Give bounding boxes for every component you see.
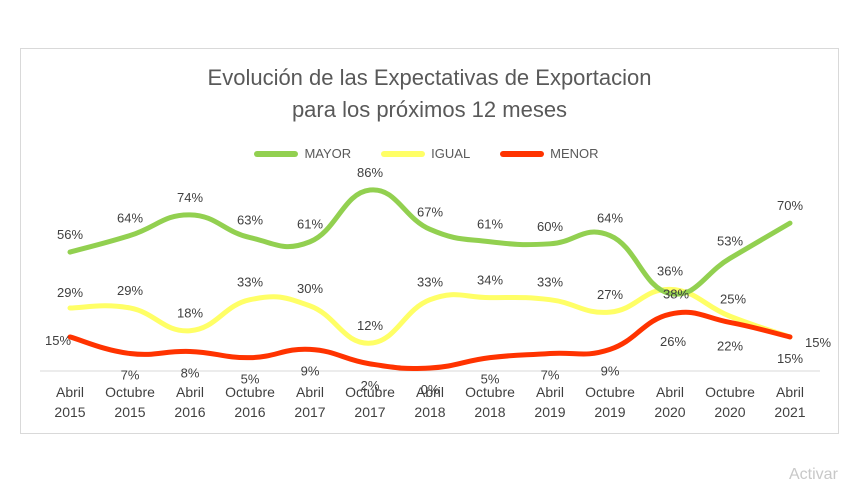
series-line-igual: [67, 286, 793, 346]
x-tick-label-line: 2017: [354, 404, 385, 420]
data-label-menor: 9%: [601, 363, 620, 378]
x-tick-label-line: 2020: [654, 404, 685, 420]
x-tick-label-line: Abril: [296, 384, 324, 400]
data-label-igual: 34%: [477, 273, 503, 288]
data-label-mayor: 63%: [237, 213, 263, 228]
data-label-igual: 15%: [777, 351, 803, 366]
series-line-menor: [67, 309, 793, 372]
data-label-igual: 29%: [57, 285, 83, 300]
data-label-igual: 29%: [117, 283, 143, 298]
chart-title: Evolución de las Expectativas de Exporta…: [20, 62, 839, 126]
data-label-menor: 5%: [481, 372, 500, 387]
data-label-menor: 22%: [717, 338, 743, 353]
data-label-mayor: 61%: [297, 217, 323, 232]
x-tick-label-line: Octubre: [585, 384, 635, 400]
x-tick-label-line: 2017: [294, 404, 325, 420]
data-label-menor: 9%: [301, 363, 320, 378]
x-tick-label-line: Octubre: [105, 384, 155, 400]
x-tick-label: Abril 2016: [174, 384, 205, 420]
data-label-menor: 5%: [241, 372, 260, 387]
x-tick-label-line: 2019: [534, 404, 565, 420]
data-label-mayor: 64%: [117, 211, 143, 226]
x-tick-label-line: 2020: [714, 404, 745, 420]
x-tick-label-line: Octubre: [465, 384, 515, 400]
legend-swatch-igual: [381, 150, 426, 157]
x-tick-label: Abril 2019: [534, 384, 565, 420]
data-label-igual: 38%: [663, 286, 689, 301]
data-label-igual: 33%: [537, 275, 563, 290]
data-label-menor: 8%: [181, 365, 200, 380]
activation-watermark: Activar: [789, 466, 838, 483]
data-label-menor: 26%: [660, 334, 686, 349]
x-tick-label-line: 2016: [234, 404, 265, 420]
data-label-igual: 25%: [720, 291, 746, 306]
data-label-mayor: 67%: [417, 204, 443, 219]
x-tick-label-line: Octubre: [705, 384, 755, 400]
data-label-mayor: 86%: [357, 165, 383, 180]
x-tick-label-line: 2015: [54, 404, 85, 420]
chart-legend: MAYOR IGUAL MENOR: [0, 146, 853, 161]
x-tick-label-line: Abril: [176, 384, 204, 400]
x-tick-label: Abril 2020: [654, 384, 685, 420]
x-tick-label: Abril 2017: [294, 384, 325, 420]
x-tick-label-line: Abril: [776, 384, 804, 400]
data-label-igual: 18%: [177, 306, 203, 321]
legend-swatch-mayor: [254, 150, 299, 157]
x-tick-label-line: 2018: [414, 404, 445, 420]
data-label-igual: 33%: [237, 275, 263, 290]
data-label-menor: 15%: [45, 333, 71, 348]
x-tick-label: Octubre 2016: [225, 384, 275, 420]
legend-item-menor: MENOR: [500, 146, 599, 161]
series-line-mayor: [67, 187, 793, 297]
x-tick-label-line: Abril: [536, 384, 564, 400]
data-label-menor: 7%: [541, 368, 560, 383]
data-label-mayor: 70%: [777, 198, 803, 213]
legend-label-igual: IGUAL: [431, 146, 471, 161]
data-label-menor: 2%: [361, 378, 380, 393]
data-label-mayor: 53%: [717, 233, 743, 248]
legend-item-igual: IGUAL: [381, 146, 470, 161]
x-tick-label-line: Abril: [656, 384, 684, 400]
x-tick-label: Octubre 2020: [705, 384, 755, 420]
data-label-igual: 30%: [297, 281, 323, 296]
x-tick-label-line: 2021: [774, 404, 805, 420]
data-label-igual: 33%: [417, 275, 443, 290]
x-tick-label-line: 2015: [114, 404, 145, 420]
data-label-mayor: 56%: [57, 227, 83, 242]
chart-title-line-1: Evolución de las Expectativas de Exporta…: [207, 65, 652, 90]
x-tick-label-line: Octubre: [225, 384, 275, 400]
x-tick-label: Octubre 2015: [105, 384, 155, 420]
x-tick-label-line: 2018: [474, 404, 505, 420]
data-label-mayor: 36%: [657, 263, 683, 278]
data-label-menor: 0%: [421, 382, 440, 397]
x-tick-label-line: Octubre: [345, 384, 395, 400]
data-label-menor: 7%: [121, 368, 140, 383]
x-tick-label-line: 2016: [174, 404, 205, 420]
data-label-mayor: 64%: [597, 211, 623, 226]
chart-title-line-2: para los próximos 12 meses: [291, 97, 568, 122]
data-label-igual: 27%: [597, 287, 623, 302]
x-tick-label: Abril 2015: [54, 384, 85, 420]
x-tick-label: Abril 2018: [414, 384, 445, 420]
data-label-igual: 12%: [357, 318, 383, 333]
legend-label-mayor: MAYOR: [304, 146, 352, 161]
x-tick-label: Octubre 2017: [345, 384, 395, 420]
data-label-menor: 15%: [805, 335, 831, 350]
x-tick-label-line: Abril: [416, 384, 444, 400]
legend-swatch-menor: [500, 150, 545, 157]
x-tick-label: Abril 2021: [774, 384, 805, 420]
data-label-mayor: 60%: [537, 219, 563, 234]
x-tick-label-line: Abril: [56, 384, 84, 400]
data-label-mayor: 61%: [477, 217, 503, 232]
x-tick-label-line: 2019: [594, 404, 625, 420]
x-tick-label: Octubre 2019: [585, 384, 635, 420]
x-tick-label: Octubre 2018: [465, 384, 515, 420]
data-label-mayor: 74%: [177, 190, 203, 205]
legend-item-mayor: MAYOR: [254, 146, 351, 161]
legend-label-menor: MENOR: [550, 146, 599, 161]
